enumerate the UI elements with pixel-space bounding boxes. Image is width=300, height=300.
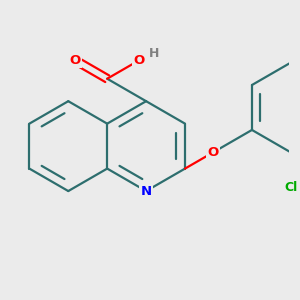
Text: O: O [207, 146, 219, 159]
Text: Cl: Cl [284, 181, 298, 194]
Text: O: O [70, 54, 81, 67]
Text: O: O [134, 54, 145, 67]
Text: H: H [148, 47, 159, 60]
Text: N: N [140, 184, 152, 198]
